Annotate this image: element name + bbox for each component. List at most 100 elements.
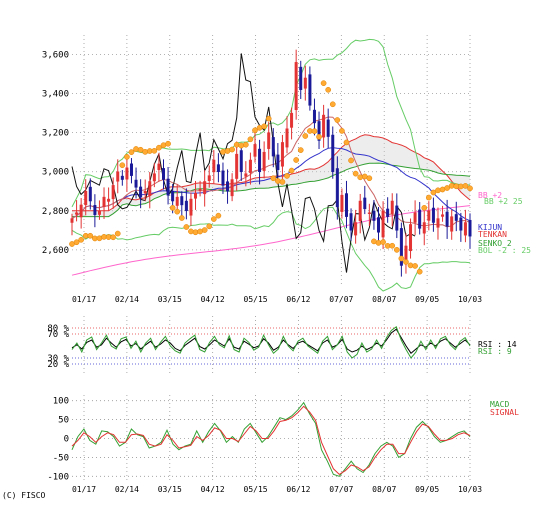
sar-dot [357, 174, 364, 181]
candle-body [372, 210, 376, 221]
macd-legend-label: SIGNAL [490, 408, 519, 417]
candle-body [303, 77, 307, 89]
sar-dot [398, 255, 405, 262]
candle-body [111, 185, 115, 200]
candle-body [468, 219, 472, 237]
x-tick-label: 07/07 [329, 485, 353, 494]
sar-dot [210, 216, 217, 222]
sar-dot [339, 128, 345, 134]
candle-body [409, 224, 413, 252]
candle-body [290, 112, 294, 128]
x-tick-label: 08/07 [372, 485, 396, 494]
y-tick-label: 2,800 [42, 207, 69, 217]
sar-dot [334, 117, 341, 123]
candle-body [326, 119, 330, 137]
y-tick-label: 2,600 [42, 246, 69, 256]
candle-body [239, 150, 243, 172]
sar-dot [444, 185, 450, 191]
candle-body [70, 218, 74, 223]
candle-body [180, 196, 184, 206]
candle-body [413, 212, 417, 223]
sar-dot [389, 242, 396, 249]
sar-dot [343, 139, 350, 146]
candle-body [84, 191, 88, 206]
candle-body [399, 228, 403, 266]
sar-dot [137, 146, 144, 153]
sar-dot [169, 205, 176, 211]
sar-dot [302, 133, 309, 139]
legend-label: TENKAN [478, 230, 507, 239]
candle-body [171, 191, 175, 202]
candle-body [454, 214, 458, 221]
candle-body [184, 200, 188, 212]
y-tick-label: 0 [64, 435, 69, 445]
bollinger-lower [71, 206, 471, 292]
legend-label: BB +2 [478, 191, 502, 200]
x-tick-label: 05/15 [244, 295, 268, 304]
candle-body [157, 163, 161, 170]
candle-body [120, 175, 124, 180]
y-tick-label: -50 [53, 453, 69, 463]
candle-body [189, 198, 193, 216]
sar-dot [297, 147, 304, 153]
candle-body [280, 142, 284, 167]
candle-body [248, 159, 252, 173]
copyright-text: (C) FISCO [2, 491, 46, 500]
candle-body [335, 168, 339, 208]
ma-long-line [71, 205, 471, 276]
sar-dot [220, 149, 226, 155]
rsi-tick-label: 20 % [47, 360, 69, 370]
candle-body [129, 163, 133, 176]
rsi-tick-label: 80 % [47, 324, 69, 334]
candle-body [386, 208, 390, 217]
sar-dot [133, 146, 139, 152]
macd-series-line [71, 401, 471, 477]
candle-body [381, 210, 385, 238]
sar-dot [288, 167, 295, 174]
sar-dot [270, 175, 277, 182]
sar-dot [252, 127, 258, 134]
macd-series-line [71, 405, 471, 476]
candle-body [427, 210, 431, 221]
candle-body [422, 222, 426, 234]
candle-body [441, 214, 445, 217]
sar-dot [293, 157, 300, 163]
x-tick-label: 04/12 [201, 295, 225, 304]
candle-body [276, 154, 280, 171]
rsi-tick-label: 30 % [47, 354, 69, 364]
candle-body [107, 198, 111, 202]
candle-body [212, 159, 216, 173]
sar-dot [279, 179, 286, 185]
legend-label: SENKO_2 [478, 239, 512, 248]
candle-body [377, 217, 380, 233]
candle-body [102, 196, 106, 207]
candle-body [317, 121, 321, 141]
sar-dot [183, 224, 190, 230]
candle-body [139, 186, 143, 198]
y-tick-label: 3,200 [42, 129, 69, 139]
sar-dot [329, 101, 336, 108]
sar-dot [421, 205, 428, 211]
candle-body [363, 197, 367, 210]
candle-body [445, 211, 449, 227]
x-tick-label: 01/17 [72, 485, 96, 494]
candle-body [125, 167, 129, 180]
sar-dot [393, 246, 400, 253]
candle-body [308, 74, 312, 106]
candle-body [267, 132, 271, 149]
price-panel: 3,600 3,400 3,200 3,000 2,800 2,600 01/17 02/14… [42, 35, 531, 304]
candle-body [194, 192, 198, 199]
sar-dot [229, 146, 235, 153]
candle-body [436, 218, 440, 228]
sar-dot [201, 227, 208, 233]
sar-dot [247, 136, 254, 143]
sar-dot [412, 263, 418, 269]
candle-body [340, 194, 344, 212]
candle-body [116, 171, 120, 182]
ma-25-line [71, 116, 471, 228]
y-tick-label: 3,400 [42, 90, 69, 100]
sar-dot [156, 144, 162, 151]
